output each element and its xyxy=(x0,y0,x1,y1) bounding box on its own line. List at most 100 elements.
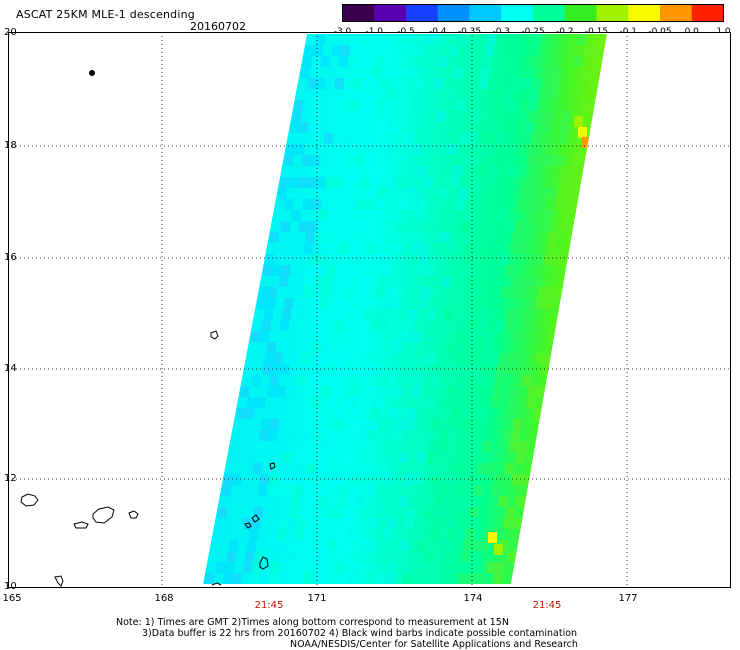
swath-cell xyxy=(361,34,370,45)
swath-cell xyxy=(354,496,364,507)
swath-cell xyxy=(443,408,453,419)
swath-cell xyxy=(377,89,387,100)
swath-cell xyxy=(396,562,406,573)
swath-cell xyxy=(287,375,297,386)
swath-cell xyxy=(399,452,408,463)
swath-cell xyxy=(469,507,479,518)
swath-cell xyxy=(439,188,449,199)
swath-cell xyxy=(520,188,530,199)
swath-cell xyxy=(273,353,283,364)
colorbar-swatch xyxy=(374,4,407,22)
swath-cell xyxy=(507,67,517,78)
swath-cell xyxy=(403,287,413,298)
swath-cell xyxy=(385,474,395,485)
swath-cell xyxy=(543,210,553,221)
swath-cell xyxy=(553,254,563,265)
swath-cell xyxy=(433,34,442,45)
swath-cell xyxy=(412,331,422,342)
swath-cell xyxy=(363,67,373,78)
swath-cell xyxy=(394,331,404,342)
swath-cell xyxy=(536,155,546,166)
swath-cell xyxy=(334,177,343,188)
swath-cell xyxy=(465,529,475,540)
swath-cell xyxy=(592,45,602,56)
swath-cell xyxy=(538,188,548,199)
swath-cell xyxy=(447,386,457,397)
swath-cell xyxy=(424,507,434,518)
lat-label-18: 18 xyxy=(4,140,17,151)
swath-cell xyxy=(458,232,468,243)
swath-cell xyxy=(268,573,278,584)
swath-cell xyxy=(291,353,301,364)
swath-cell xyxy=(331,474,341,485)
swath-cell xyxy=(459,419,469,430)
swath-cell xyxy=(364,111,374,122)
swath-cell xyxy=(311,342,321,353)
swath-cell xyxy=(430,573,440,584)
swath-cell xyxy=(503,89,513,100)
swath-cell xyxy=(420,243,430,254)
swath-cell xyxy=(453,166,462,177)
swath-cell xyxy=(460,507,470,518)
swath-cell xyxy=(368,518,378,529)
swath-cell xyxy=(358,573,368,584)
swath-cell xyxy=(313,573,323,584)
swath-cell xyxy=(232,573,242,584)
swath-cell xyxy=(343,507,353,518)
swath-cell xyxy=(493,188,503,199)
swath-cell xyxy=(360,133,370,144)
swath-cell xyxy=(334,78,344,89)
swath-cell xyxy=(480,67,490,78)
swath-cell xyxy=(386,89,396,100)
swath-cell xyxy=(417,452,426,463)
swath-cell xyxy=(492,100,502,111)
swath-cell xyxy=(442,177,451,188)
swath-cell xyxy=(413,375,423,386)
swath-cell xyxy=(261,320,271,331)
swath-cell xyxy=(496,221,506,232)
swath-cell xyxy=(583,45,593,56)
swath-cell xyxy=(304,287,314,298)
swath-cell xyxy=(334,507,344,518)
swath-cell xyxy=(276,529,286,540)
swath-cell xyxy=(370,364,380,375)
swath-cell xyxy=(381,496,391,507)
swath-cell xyxy=(428,441,437,452)
swath-cell xyxy=(532,34,541,45)
swath-cell xyxy=(405,419,415,430)
swath-cell xyxy=(484,331,494,342)
swath-cell xyxy=(446,441,455,452)
swath-cell xyxy=(307,221,317,232)
swath-cell xyxy=(408,67,418,78)
swath-cell xyxy=(574,116,583,127)
swath-cell xyxy=(250,573,260,584)
swath-cell xyxy=(358,144,368,155)
swath-cell xyxy=(450,419,460,430)
swath-cell xyxy=(418,540,428,551)
swath-cell xyxy=(383,199,393,210)
swath-cell xyxy=(349,474,359,485)
swath-cell xyxy=(484,45,494,56)
swath-cell xyxy=(489,166,498,177)
swath-cell xyxy=(256,397,266,408)
swath-cell xyxy=(491,155,501,166)
swath-cell xyxy=(339,100,349,111)
pass-time-label: 21:45 xyxy=(254,600,284,611)
swath-cell xyxy=(531,133,541,144)
swath-cell xyxy=(284,298,294,309)
lat-label-10: 10 xyxy=(4,581,17,592)
swath-cell xyxy=(431,375,441,386)
swath-cell xyxy=(431,232,441,243)
swath-cell xyxy=(293,485,303,496)
swath-cell xyxy=(527,155,537,166)
swath-cell xyxy=(323,232,333,243)
swath-cell xyxy=(463,254,473,265)
swath-cell xyxy=(371,408,381,419)
swath-cell xyxy=(421,287,431,298)
swath-cell xyxy=(394,430,404,441)
swath-cell xyxy=(558,133,568,144)
swath-cell xyxy=(527,199,537,210)
swath-cell xyxy=(536,298,546,309)
swath-cell xyxy=(347,441,356,452)
swath-cell xyxy=(317,265,327,276)
